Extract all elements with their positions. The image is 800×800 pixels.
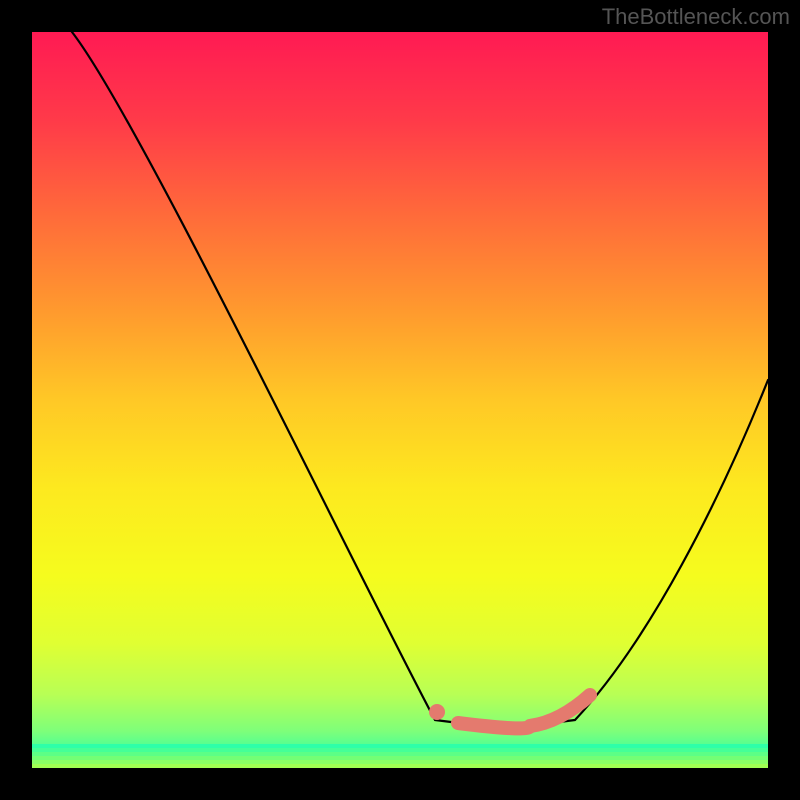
bottom-stripe — [32, 756, 768, 760]
bottom-stripe — [32, 748, 768, 752]
watermark-text: TheBottleneck.com — [602, 4, 790, 30]
chart-container: TheBottleneck.com — [0, 0, 800, 800]
plot-area — [32, 32, 768, 768]
bottom-stripe — [32, 764, 768, 768]
optimal-point-marker — [429, 704, 445, 720]
bottom-stripe — [32, 760, 768, 764]
bottleneck-chart — [0, 0, 800, 800]
bottom-stripe — [32, 752, 768, 756]
gradient-background — [32, 32, 768, 768]
bottom-stripe — [32, 744, 768, 748]
